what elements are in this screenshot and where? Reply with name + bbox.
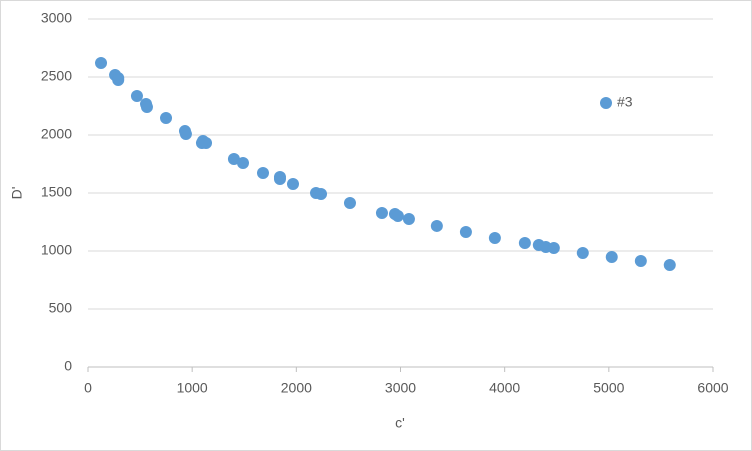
y-tick-label: 1500 [41, 184, 72, 200]
x-axis-label: c' [395, 415, 405, 431]
point [95, 56, 108, 69]
point [402, 212, 415, 225]
point [160, 111, 173, 124]
point [547, 241, 560, 254]
point [227, 153, 240, 166]
point [140, 101, 153, 114]
point [257, 167, 269, 180]
point [287, 177, 299, 190]
y-tick-label: 2500 [41, 68, 72, 84]
point [273, 172, 286, 185]
x-tick-label: 5000 [593, 380, 624, 396]
point [663, 259, 676, 272]
legend-marker [600, 97, 612, 109]
y-tick-label: 1000 [41, 242, 72, 258]
point [605, 251, 618, 264]
point [130, 90, 143, 103]
point [576, 246, 589, 259]
point [237, 156, 249, 169]
point [343, 196, 356, 209]
y-tick-label: 500 [49, 300, 73, 316]
y-axis-label: D' [9, 187, 25, 200]
point [430, 219, 443, 232]
x-tick-label: 3000 [385, 380, 416, 396]
point [315, 188, 328, 201]
x-tick-label: 2000 [281, 380, 312, 396]
point [375, 206, 388, 219]
point [634, 254, 647, 267]
y-tick-label: 3000 [41, 10, 72, 26]
y-tick-label: 0 [64, 358, 72, 374]
legend-label: #3 [617, 94, 633, 110]
point [391, 209, 404, 222]
y-tick-label: 2000 [41, 126, 72, 142]
x-tick-label: 0 [84, 380, 92, 396]
point [488, 232, 501, 245]
x-tick-label: 1000 [177, 380, 208, 396]
point [195, 137, 208, 150]
point [459, 225, 472, 238]
point [518, 236, 531, 249]
x-tick-label: 4000 [489, 380, 520, 396]
x-tick-label: 6000 [697, 380, 728, 396]
point [179, 127, 192, 140]
point [112, 74, 125, 87]
